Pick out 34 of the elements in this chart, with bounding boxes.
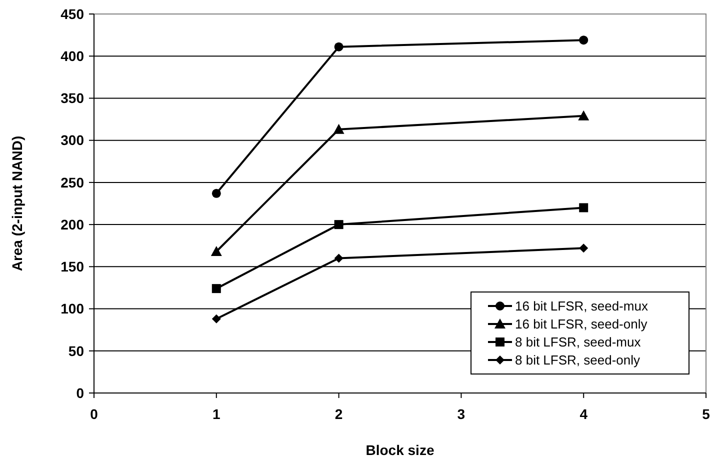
x-tick-label: 4 <box>580 406 588 422</box>
point <box>212 284 221 294</box>
y-tick-label: 50 <box>68 342 84 359</box>
y-tick-label: 450 <box>60 6 84 22</box>
point <box>333 124 344 134</box>
point <box>334 42 344 52</box>
y-tick-label: 250 <box>60 174 84 190</box>
x-axis-title: Block size <box>366 442 434 458</box>
point <box>212 188 221 198</box>
point <box>212 314 221 324</box>
x-tick-label: 1 <box>212 406 220 422</box>
x-tick-label: 3 <box>457 406 466 422</box>
point <box>579 203 588 212</box>
legend-label: 16 bit LFSR, seed-only <box>515 316 648 332</box>
legend-label: 16 bit LFSR, seed-mux <box>515 298 648 314</box>
y-tick-label: 400 <box>60 48 84 64</box>
legend-label: 8 bit LFSR, seed-mux <box>515 334 642 350</box>
x-tick-label: 5 <box>702 406 710 422</box>
point <box>210 246 222 256</box>
legend-label: 8 bit LFSR, seed-only <box>515 352 641 368</box>
y-tick-label: 100 <box>60 300 84 317</box>
point <box>334 220 344 230</box>
point <box>579 244 588 253</box>
y-tick-label: 150 <box>60 258 84 275</box>
point <box>579 36 588 45</box>
y-tick-label: 0 <box>76 384 84 401</box>
point <box>578 110 590 120</box>
y-tick-label: 350 <box>60 90 84 106</box>
point <box>334 254 344 263</box>
y-tick-label: 300 <box>60 132 84 148</box>
y-tick-label: 200 <box>60 216 84 232</box>
x-tick-label: 0 <box>90 406 98 422</box>
y-axis-title: Area (2-input NAND) <box>9 136 25 272</box>
x-tick-label: 2 <box>334 406 343 422</box>
